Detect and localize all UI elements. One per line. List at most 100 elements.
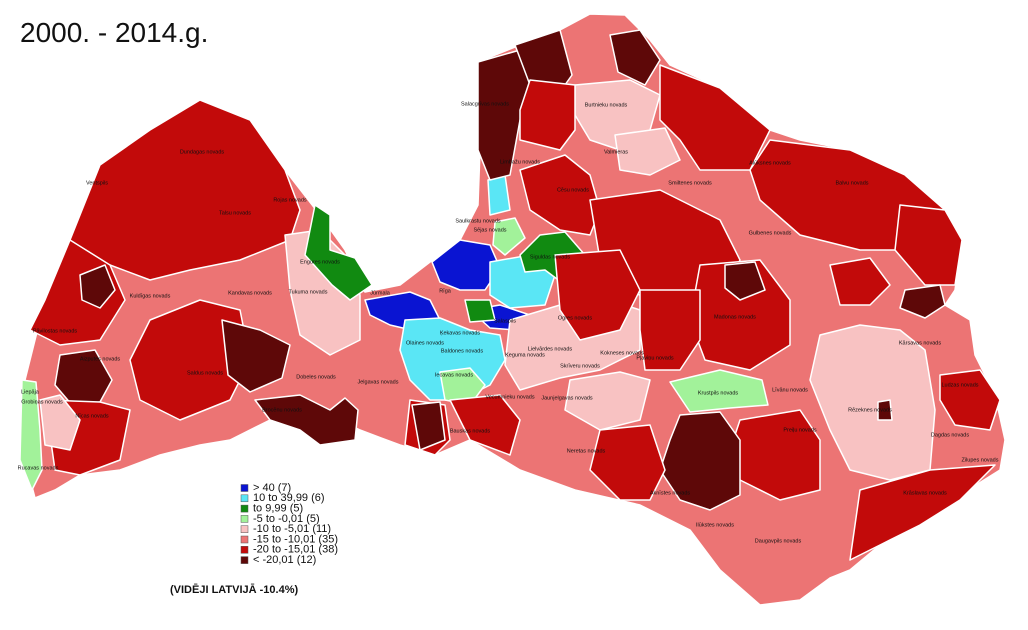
legend-swatch <box>240 535 249 544</box>
region-area <box>639 289 701 371</box>
region-label: Engures novads <box>300 259 340 265</box>
region-area <box>19 379 43 491</box>
region-label: Kārsavas novads <box>899 340 941 346</box>
region-area <box>221 319 291 393</box>
region-label: Jelgavas novads <box>358 379 399 385</box>
legend-label: -5 to -0,01 (5) <box>253 513 320 525</box>
region-label: Tukuma novads <box>289 289 328 295</box>
region-label: Jūrmala <box>370 290 391 296</box>
title: 2000. - 2014.g. <box>20 17 208 48</box>
region-area <box>877 399 893 421</box>
region-label: Burtnieku novads <box>585 102 628 108</box>
region-label: Sējas novads <box>473 227 506 233</box>
region-area <box>79 264 116 309</box>
region-label: Neretas novads <box>567 448 606 454</box>
region-area <box>659 411 741 511</box>
region-area <box>614 127 681 176</box>
region-area <box>464 299 496 323</box>
region-area <box>659 64 771 171</box>
legend-label: > 40 (7) <box>253 482 291 494</box>
region-label: Nīcas novads <box>75 413 109 419</box>
region-area <box>939 369 1001 431</box>
region-label: Dobeles novads <box>296 374 336 380</box>
region-label: Saldus novads <box>187 370 223 376</box>
region-area <box>411 401 446 451</box>
region-label: Brocēnu novads <box>262 407 302 413</box>
region-label: Ilūkstes novads <box>696 522 734 528</box>
region-area <box>519 79 576 151</box>
legend-label: to 9,99 (5) <box>253 503 303 515</box>
legend-swatch <box>240 494 249 503</box>
region-label: Alūksnes novads <box>749 160 791 166</box>
legend-label: -10 to -5,01 (11) <box>253 523 331 535</box>
region-label: Siguldas novads <box>530 254 571 260</box>
region-label: Lielvārdes novads <box>528 346 573 352</box>
legend-label: -15 to -10,01 (35) <box>253 533 338 545</box>
region-label: Dagdas novads <box>931 432 969 438</box>
region-area <box>492 217 526 256</box>
region-area <box>829 257 891 306</box>
region-label: Balvu novads <box>835 180 868 186</box>
region-label: Ķekavas novads <box>440 330 481 336</box>
legend-label: 10 to 39,99 (6) <box>253 492 325 504</box>
region-labels: Ventspils Kuldīgas novads Talsu novads D… <box>18 101 999 544</box>
region-label: Krāslavas novads <box>903 490 947 496</box>
region-label: Aizputes novads <box>80 356 121 362</box>
region-label: Salaspils <box>494 318 516 324</box>
region-label: Ventspils <box>86 180 108 186</box>
region-label: Aknīstes novads <box>650 490 691 496</box>
region-area <box>439 367 486 406</box>
legend-swatch <box>240 525 249 533</box>
region-label: Baldones novads <box>441 348 483 354</box>
region-label: Pļaviņu novads <box>636 355 674 361</box>
region-area <box>564 371 651 431</box>
note: (VIDĒJI LATVIJĀ -10.4%) <box>170 584 298 596</box>
region-label: Bauskas novads <box>450 428 491 434</box>
legend-label: -20 to -15,01 (38) <box>253 544 338 556</box>
legend-swatch <box>240 556 249 564</box>
region-area <box>894 204 963 286</box>
region-area <box>554 249 641 341</box>
region-area <box>304 204 373 301</box>
region-label: Līvānu novads <box>772 387 808 393</box>
region-label: Gulbenes novads <box>749 230 792 236</box>
legend-label: < -20,01 (12) <box>253 554 316 566</box>
region-label: Grobiņas novads <box>21 399 63 405</box>
region-area <box>254 394 359 446</box>
region-label: Valmieras <box>604 149 628 155</box>
region-label: Jaunjelgavas novads <box>541 395 593 401</box>
region-label: Iecavas novads <box>435 372 473 378</box>
region-area <box>589 424 666 501</box>
region-area <box>849 464 996 561</box>
region-label: Rucavas novads <box>18 465 59 471</box>
region-label: Rojas novads <box>273 197 307 203</box>
region-area <box>899 284 946 319</box>
legend-swatch <box>240 504 249 513</box>
region-label: Salacgrīvas novads <box>461 101 509 107</box>
region-label: Olaines novads <box>406 340 444 346</box>
region-label: Kokneses novads <box>600 350 644 356</box>
region-label: Ludzas novads <box>942 382 979 388</box>
region-area <box>609 29 661 86</box>
region-label: Limbažu novads <box>500 159 540 165</box>
region-label: Cēsu novads <box>557 187 589 193</box>
region-label: Krustpils novads <box>698 390 739 396</box>
region-area <box>669 369 769 413</box>
region-label: Dundagas novads <box>180 149 225 155</box>
region-area <box>749 139 946 251</box>
region-label: Preiļu novads <box>783 427 817 433</box>
legend-swatch <box>240 515 249 523</box>
region-area <box>129 299 251 421</box>
region-label: Rīga <box>439 288 452 294</box>
region-label: Saulkrastu novads <box>455 218 500 224</box>
region-label: Ogres novads <box>558 315 592 321</box>
region-label: Daugavpils novads <box>755 538 802 544</box>
region-area <box>724 261 766 301</box>
region-label: Skrīveru novads <box>560 363 600 369</box>
legend-swatch <box>240 546 249 554</box>
region-label: Pāvilostas novads <box>33 328 78 334</box>
region-label: Kuldīgas novads <box>130 293 171 299</box>
region-label: Smiltenes novads <box>668 180 712 186</box>
legend-swatch <box>240 484 249 492</box>
